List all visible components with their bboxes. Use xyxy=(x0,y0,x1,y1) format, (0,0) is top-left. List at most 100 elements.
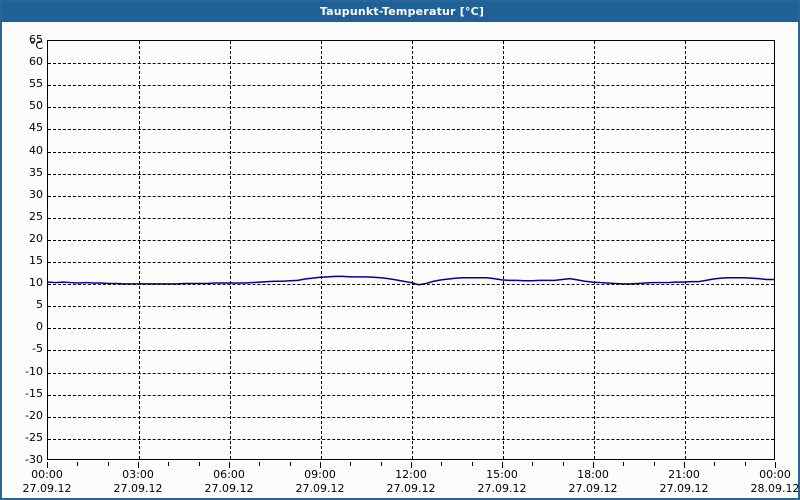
x-axis-tick-time: 15:00 xyxy=(486,468,518,481)
chart-canvas: °C 65 60 55 50 45 40 35 30 25 20 15 10 5 0 -5 -10 -15 -20… xyxy=(0,22,798,498)
x-axis-tick-mark xyxy=(744,462,746,466)
x-axis-tick-mark xyxy=(229,462,230,468)
y-axis: °C 65 60 55 50 45 40 35 30 25 20 15 10 5 0 -5 -10 -15 -20… xyxy=(0,34,43,465)
y-axis-tick-label: 25 xyxy=(29,209,43,223)
x-axis-tick-mark xyxy=(411,462,412,468)
x-axis-tick-mark xyxy=(623,462,625,466)
y-axis-tick-label: 45 xyxy=(29,121,43,135)
x-axis-tick-label: 00:00 27.09.12 xyxy=(7,468,87,496)
x-axis-tick-mark xyxy=(168,462,170,466)
x-axis-tick-time: 06:00 xyxy=(213,468,245,481)
x-axis-tick-mark xyxy=(380,462,382,466)
gridline-horizontal xyxy=(48,372,774,374)
y-axis-tick-mark xyxy=(0,62,2,63)
y-axis-tick-mark xyxy=(0,239,2,240)
y-axis-tick-label: -20 xyxy=(25,408,43,422)
x-axis-tick-mark xyxy=(77,462,79,466)
x-axis-tick-time: 00:00 xyxy=(31,468,63,481)
gridline-vertical xyxy=(594,41,595,459)
x-axis-tick-time: 18:00 xyxy=(577,468,609,481)
series-line-taupunkt-temperatur xyxy=(48,275,774,286)
y-axis-tick-label: 0 xyxy=(36,320,43,334)
x-axis-tick-date: 27.09.12 xyxy=(295,482,345,495)
x-axis-tick-date: 27.09.12 xyxy=(477,482,527,495)
gridline-vertical xyxy=(230,41,231,459)
gridline-vertical xyxy=(503,41,504,459)
x-axis-tick-mark xyxy=(138,462,139,468)
x-axis-tick-time: 03:00 xyxy=(122,468,154,481)
x-axis-tick-time: 21:00 xyxy=(668,468,700,481)
y-axis-tick-label: -5 xyxy=(32,342,43,356)
gridline-horizontal xyxy=(48,85,774,87)
x-axis-tick-date: 28.09.12 xyxy=(750,482,800,495)
y-axis-tick-label: -10 xyxy=(25,364,43,378)
gridline-horizontal xyxy=(48,328,774,330)
x-axis-tick-mark xyxy=(562,462,564,466)
y-axis-tick-label: -15 xyxy=(25,386,43,400)
x-axis-tick-label: 06:00 27.09.12 xyxy=(189,468,269,496)
x-axis-tick-mark xyxy=(502,462,503,468)
x-axis-tick-label: 15:00 27.09.12 xyxy=(462,468,542,496)
x-axis-tick-date: 27.09.12 xyxy=(113,482,163,495)
y-axis-tick-mark xyxy=(0,261,2,262)
y-axis-tick-label: 15 xyxy=(29,254,43,268)
gridline-horizontal xyxy=(48,350,774,352)
gridline-horizontal xyxy=(48,262,774,264)
y-axis-tick-label: 10 xyxy=(29,276,43,290)
x-axis-tick-mark xyxy=(532,462,534,466)
y-axis-tick-mark xyxy=(0,327,2,328)
x-axis-tick-mark xyxy=(320,462,321,468)
y-axis-tick-label: -25 xyxy=(25,430,43,444)
x-axis-tick-mark xyxy=(198,462,200,466)
x-axis-tick-mark xyxy=(775,462,776,468)
x-axis-tick-time: 12:00 xyxy=(395,468,427,481)
plot-area xyxy=(47,40,775,460)
x-axis-tick-mark xyxy=(593,462,594,468)
page-title: Taupunkt-Temperatur [°C] xyxy=(319,5,485,18)
y-axis-tick-mark xyxy=(0,106,2,107)
y-axis-tick-mark xyxy=(0,128,2,129)
x-axis-tick-time: 09:00 xyxy=(304,468,336,481)
gridline-horizontal xyxy=(48,239,774,241)
x-axis-tick-label: 12:00 27.09.12 xyxy=(371,468,451,496)
y-axis-tick-label: 20 xyxy=(29,231,43,245)
gridline-vertical xyxy=(412,41,413,459)
gridline-horizontal xyxy=(48,107,774,109)
y-axis-tick-mark xyxy=(0,217,2,218)
x-axis-tick-label: 18:00 27.09.12 xyxy=(553,468,633,496)
y-axis-tick-mark xyxy=(0,394,2,395)
gridline-horizontal xyxy=(48,151,774,153)
y-axis-tick-label: 30 xyxy=(29,187,43,201)
y-axis-tick-mark xyxy=(0,372,2,373)
y-axis-tick-mark xyxy=(0,305,2,306)
x-axis-tick-mark xyxy=(289,462,291,466)
y-axis-tick-mark xyxy=(0,84,2,85)
x-axis: 00:00 27.09.12 03:00 27.09.12 06:00 27.09.12 0… xyxy=(2,462,798,498)
y-axis-tick-mark xyxy=(0,460,2,461)
gridline-vertical xyxy=(139,41,140,459)
gridline-horizontal xyxy=(48,416,774,418)
gridline-horizontal xyxy=(48,284,774,286)
y-axis-tick-mark xyxy=(0,40,2,41)
y-axis-tick-label: 40 xyxy=(29,143,43,157)
y-axis-tick-mark xyxy=(0,195,2,196)
y-axis-tick-mark xyxy=(0,151,2,152)
x-axis-tick-mark xyxy=(441,462,443,466)
gridline-horizontal xyxy=(48,217,774,219)
x-axis-tick-mark xyxy=(350,462,352,466)
window-title-bar: Taupunkt-Temperatur [°C] xyxy=(2,2,798,22)
y-axis-tick-label: -30 xyxy=(25,453,43,466)
x-axis-tick-date: 27.09.12 xyxy=(22,482,72,495)
gridline-horizontal xyxy=(48,438,774,440)
y-axis-tick-mark xyxy=(0,416,2,417)
x-axis-tick-mark xyxy=(471,462,473,466)
gridline-horizontal xyxy=(48,63,774,65)
x-axis-tick-date: 27.09.12 xyxy=(568,482,618,495)
x-axis-tick-date: 27.09.12 xyxy=(204,482,254,495)
x-axis-tick-date: 27.09.12 xyxy=(386,482,436,495)
gridline-horizontal xyxy=(48,195,774,197)
gridline-vertical xyxy=(321,41,322,459)
y-axis-tick-mark xyxy=(0,349,2,350)
x-axis-tick-mark xyxy=(107,462,109,466)
